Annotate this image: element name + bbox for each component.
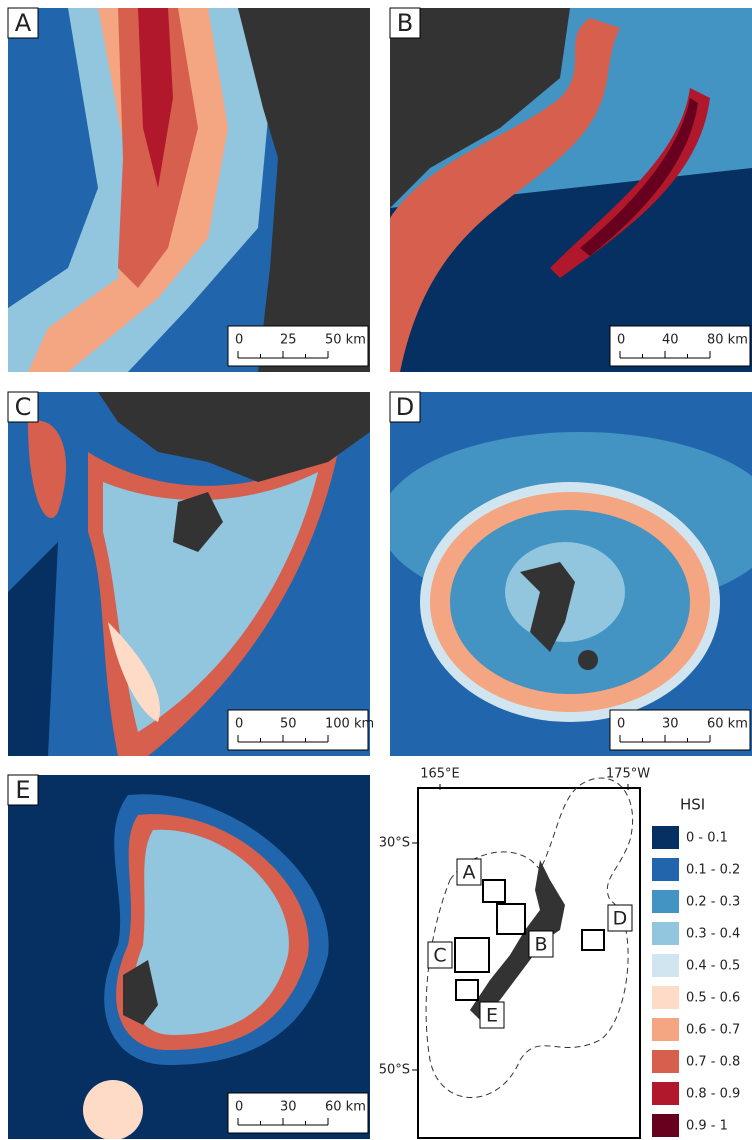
scale-label: 0	[235, 333, 243, 348]
legend-swatch	[652, 890, 679, 913]
scale-label: 60 km	[325, 1100, 366, 1115]
legend-swatch	[652, 1050, 679, 1073]
scale-label: 30	[280, 1100, 297, 1115]
latitude-label: 50°S	[379, 1063, 410, 1078]
legend-swatch	[652, 1018, 679, 1041]
scale-label: 60 km	[707, 717, 748, 732]
legend: HSI 0 - 0.1 0.1 - 0.2 0.2 - 0.3 0.3 - 0.4 0.…	[652, 796, 740, 1138]
map-panel	[8, 8, 370, 372]
legend-label: 0.3 - 0.4	[686, 927, 740, 942]
inset-box-label: E	[486, 1005, 498, 1027]
scale-label: 0	[235, 717, 243, 732]
figure: A 0 25 50 km B 0 40 80 km C 0 50 100 km D 0 30 60 km E 0 3…	[0, 0, 752, 1140]
scale-label: 0	[617, 333, 625, 348]
legend-title: HSI	[680, 796, 705, 814]
scale-label: 100 km	[325, 717, 374, 732]
legend-label: 0.8 - 0.9	[686, 1087, 740, 1102]
inset-box-label: A	[463, 862, 476, 884]
panel-label: C	[15, 393, 32, 421]
scale-label: 50 km	[325, 333, 366, 348]
scale-label: 40	[662, 333, 679, 348]
legend-label: 0.6 - 0.7	[686, 1023, 740, 1038]
panel-label: D	[396, 393, 414, 421]
map-panel	[390, 8, 752, 372]
map-panel	[8, 775, 370, 1140]
legend-swatch	[652, 986, 679, 1009]
legend-label: 0.7 - 0.8	[686, 1055, 740, 1070]
latitude-label: 30°S	[379, 836, 410, 851]
legend-swatch	[652, 922, 679, 945]
scale-label: 50	[280, 717, 297, 732]
inset-box-label: D	[613, 908, 628, 930]
map-panel	[8, 392, 370, 756]
legend-swatch	[652, 954, 679, 977]
map-panel	[380, 392, 752, 756]
scale-label: 25	[280, 333, 297, 348]
legend-label: 0.2 - 0.3	[686, 895, 740, 910]
scale-label: 30	[662, 717, 679, 732]
inset-box-label: B	[534, 934, 547, 956]
longitude-label: 165°E	[420, 767, 460, 782]
legend-label: 0.4 - 0.5	[686, 959, 740, 974]
legend-label: 0.5 - 0.6	[686, 991, 740, 1006]
panel-label: A	[15, 9, 32, 37]
legend-label: 0.9 - 1	[686, 1119, 728, 1134]
legend-label: 0 - 0.1	[686, 831, 728, 846]
legend-swatch	[652, 858, 679, 881]
legend-swatch	[652, 1082, 679, 1105]
legend-label: 0.1 - 0.2	[686, 863, 740, 878]
inset-box-label: C	[433, 945, 446, 967]
panel-label: B	[397, 9, 413, 37]
legend-swatch	[652, 826, 679, 849]
longitude-label: 175°W	[606, 767, 650, 782]
panel-label: E	[15, 776, 30, 804]
legend-swatch	[652, 1114, 679, 1137]
scale-label: 80 km	[707, 333, 748, 348]
scale-label: 0	[617, 717, 625, 732]
scale-label: 0	[235, 1100, 243, 1115]
inset-map: 165°E 175°W 30°S 50°S A B C D E	[379, 767, 651, 1139]
